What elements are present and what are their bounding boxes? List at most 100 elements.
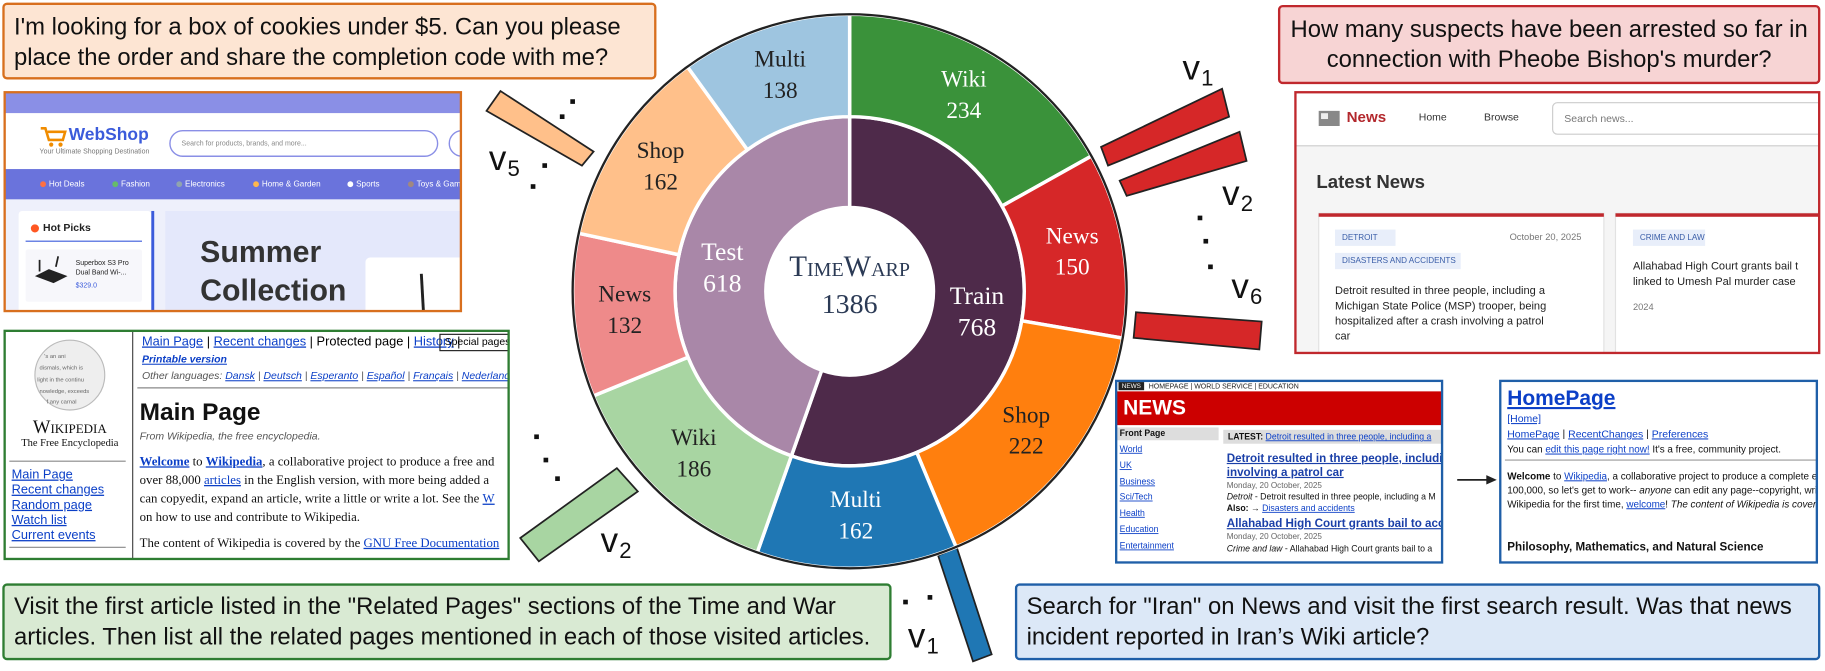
text: - Allahabad High Court grants bail to a — [1282, 544, 1432, 554]
task-text: articles. Then list all the related page… — [14, 623, 870, 650]
link[interactable]: Wikipedia — [206, 454, 263, 468]
text: ! — [1665, 499, 1670, 510]
nav-item[interactable]: Home — [1419, 113, 1447, 124]
link[interactable]: articles — [204, 473, 241, 487]
link[interactable]: Disasters and accidents — [1262, 503, 1355, 513]
search-placeholder[interactable]: Search news... — [1564, 114, 1633, 125]
link[interactable]: W — [483, 492, 496, 506]
page-heading: Main Page — [140, 399, 261, 426]
old-news-screenshot: NEWS HOMEPAGE | WORLD SERVICE | EDUCATIO… — [1116, 380, 1457, 563]
tag[interactable]: DETROIT — [1342, 233, 1378, 242]
link[interactable]: Recent changes — [214, 334, 306, 349]
nav-link[interactable]: Entertainment — [1120, 540, 1175, 550]
link[interactable]: HomePage — [1507, 429, 1560, 440]
link[interactable]: Main Page — [142, 334, 203, 349]
nav-link[interactable]: Education — [1120, 524, 1159, 534]
link[interactable]: Esperanto — [310, 371, 358, 382]
nav-item[interactable]: Browse — [1484, 113, 1519, 124]
body-line: over 88,000 articles in the English vers… — [140, 473, 490, 487]
nav-item[interactable]: Hot Deals — [49, 179, 85, 188]
text: Crime and law — [1227, 544, 1283, 554]
link[interactable]: Printable version — [142, 355, 227, 366]
sidebar-link[interactable]: Current events — [12, 527, 96, 542]
article-text[interactable]: linked to Umesh Pal murder case — [1633, 276, 1796, 288]
text: Welcome — [1507, 471, 1551, 482]
nav-link[interactable]: Health — [1120, 508, 1145, 518]
sidebar-link[interactable]: Random page — [12, 497, 92, 512]
button[interactable]: Special pages — [445, 337, 511, 348]
nav-item[interactable]: Home & Garden — [262, 179, 321, 188]
text: over 88,000 — [140, 473, 204, 487]
segment-label: Shop — [1002, 402, 1050, 428]
tag[interactable]: CRIME AND LAW — [1640, 233, 1705, 242]
latest: LATEST: Detroit resulted in three people… — [1228, 432, 1432, 442]
task-box: Visit the first article listed in the "R… — [2, 583, 892, 661]
link[interactable]: Español — [367, 371, 406, 382]
link[interactable]: Français — [413, 371, 454, 382]
link[interactable]: History — [414, 334, 454, 349]
nav-item[interactable]: Electronics — [185, 179, 225, 188]
section-title: Hot Picks — [43, 223, 91, 234]
headline[interactable]: involving a patrol car — [1227, 466, 1344, 479]
product-name[interactable]: Dual Band Wi-... — [76, 269, 127, 276]
nav-item[interactable]: Toys & Gam — [417, 179, 461, 188]
site-title: NEWS — [1123, 396, 1186, 419]
link[interactable]: Dansk — [225, 371, 255, 382]
page-title[interactable]: HomePage — [1507, 387, 1615, 410]
nav-link[interactable]: Sci/Tech — [1120, 492, 1153, 502]
version-label: v — [1231, 267, 1249, 306]
text: You can — [1507, 444, 1545, 455]
summary: Detroit - Detroit resulted in three peop… — [1227, 492, 1436, 502]
text: Other languages: — [142, 371, 222, 382]
date: October 20, 2025 — [1510, 232, 1582, 242]
text: 100,000, so let's get to work-- — [1507, 485, 1639, 496]
nav-item[interactable]: Fashion — [121, 179, 150, 188]
article-text[interactable]: car — [1335, 331, 1351, 343]
version-label: v — [1222, 174, 1240, 213]
label: Also: → — [1227, 503, 1260, 513]
nav-item[interactable]: Sports — [356, 179, 379, 188]
version-subscript: 6 — [1250, 284, 1262, 309]
nav-link[interactable]: UK — [1120, 460, 1132, 470]
nav-item[interactable]: Front Page — [1120, 428, 1166, 438]
headline[interactable]: Allahabad High Court grants bail to accu — [1227, 517, 1452, 530]
article-text[interactable]: Allahabad High Court grants bail t — [1633, 261, 1798, 273]
wikipedia-screenshot: 's an ani dismals, which is light in the c… — [4, 330, 516, 559]
top-links[interactable]: HOMEPAGE | WORLD SERVICE | EDUCATION — [1149, 383, 1299, 390]
top-links: Main Page | Recent changes | Protected p… — [142, 334, 461, 349]
sidebar-link[interactable]: Recent changes — [12, 482, 104, 497]
sidebar-link[interactable]: Main Page — [12, 467, 73, 482]
link[interactable]: GNU Free Documentation — [364, 536, 500, 550]
link[interactable]: RecentChanges — [1568, 429, 1643, 440]
link[interactable]: Deutsch — [263, 371, 302, 382]
article-text[interactable]: Michigan State Police (MSP) trooper, bei… — [1335, 300, 1546, 312]
article-text[interactable]: hospitalized after a crash involving a p… — [1335, 315, 1544, 327]
link[interactable]: [Home] — [1507, 414, 1541, 425]
link[interactable]: Nederlands — [462, 371, 516, 382]
svg-text:f any carnal: f any carnal — [47, 399, 77, 405]
text: on how to use and contribute to Wikipedi… — [140, 510, 360, 524]
headline[interactable]: Detroit resulted in three people, includ… — [1227, 452, 1457, 465]
link[interactable]: Detroit resulted in three people, includ… — [1266, 432, 1432, 442]
nav-link[interactable]: Business — [1120, 476, 1156, 486]
link[interactable]: Welcome — [140, 454, 190, 468]
banner-text: Collection — [200, 274, 346, 307]
body-line: Wikipedia for the first time, welcome! T… — [1507, 499, 1822, 510]
link[interactable]: Wikipedia — [1564, 471, 1607, 482]
nav-link[interactable]: World — [1120, 444, 1143, 454]
sidebar-link[interactable]: Watch list — [12, 512, 67, 527]
product-name[interactable]: Superbox S3 Pro — [76, 260, 129, 267]
text: in the English version, with more being … — [241, 473, 489, 487]
link[interactable]: edit this page right now! — [1545, 444, 1649, 455]
segment-value: 162 — [643, 170, 678, 196]
link[interactable]: welcome — [1625, 499, 1665, 510]
logo[interactable]: News — [1347, 109, 1387, 126]
svg-text:'s an ani: 's an ani — [44, 354, 65, 360]
outer-outline — [571, 13, 1128, 570]
tag[interactable]: DISASTERS AND ACCIDENTS — [1342, 256, 1456, 265]
task-box: Search for "Iran" on News and visit the … — [1014, 583, 1821, 661]
article-text[interactable]: Detroit resulted in three people, includ… — [1335, 285, 1546, 297]
link[interactable]: Preferences — [1652, 429, 1708, 440]
text: to — [1550, 471, 1564, 482]
